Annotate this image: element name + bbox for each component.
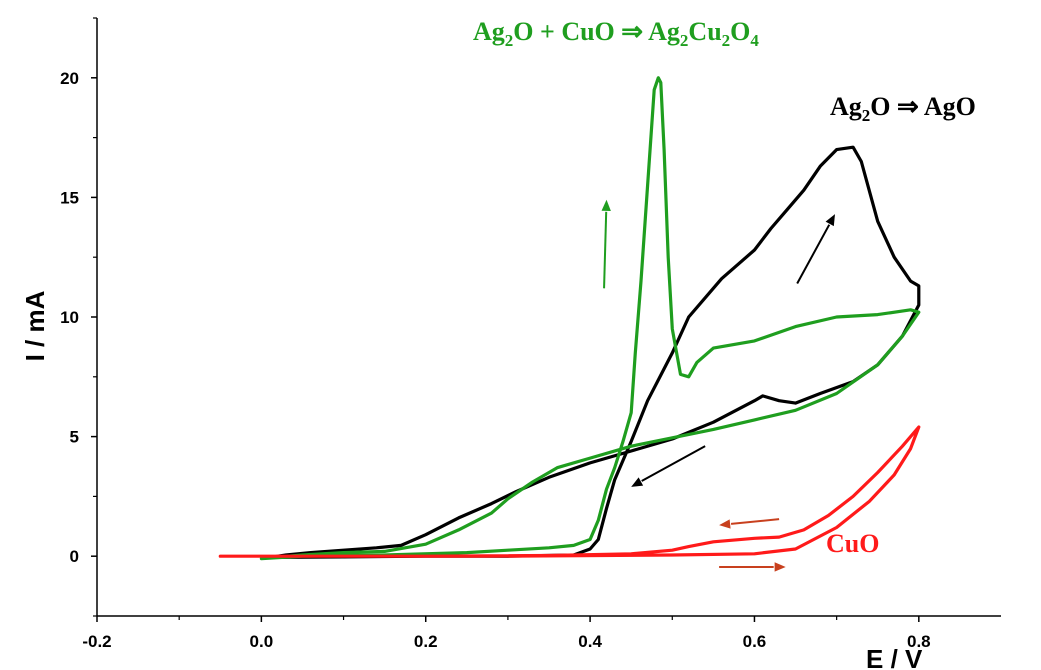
- x-tick-label: 0.0: [250, 632, 274, 651]
- direction-arrow-head: [719, 519, 731, 529]
- direction-arrow-head: [774, 562, 786, 572]
- red-annotation: CuO: [826, 529, 879, 558]
- series-line-0: [268, 145, 921, 559]
- x-axis-title: E / V: [866, 644, 923, 670]
- x-tick-label: 0.6: [743, 632, 767, 651]
- y-tick-label: 20: [60, 69, 79, 88]
- y-tick-label: 10: [60, 308, 79, 327]
- y-tick-label: 15: [60, 188, 79, 207]
- y-tick-label: 0: [70, 547, 79, 566]
- y-axis-title: I / mA: [20, 290, 50, 361]
- direction-arrow-head: [631, 477, 644, 487]
- series-line-1: [259, 76, 921, 561]
- direction-arrow-shaft: [641, 445, 706, 482]
- direction-arrow-shaft: [603, 211, 608, 289]
- direction-arrow-head: [825, 214, 835, 227]
- x-tick-label: 0.4: [578, 632, 602, 651]
- direction-arrow-shaft: [796, 224, 831, 284]
- direction-arrow-head: [601, 199, 611, 211]
- series-layer: [218, 76, 921, 561]
- direction-arrow-shaft: [730, 518, 780, 525]
- series-line-2: [218, 425, 921, 558]
- x-tick-label: 0.8: [907, 632, 931, 651]
- x-tick-label: -0.2: [82, 632, 111, 651]
- x-tick-label: 0.2: [414, 632, 438, 651]
- arrow-layer: [601, 199, 835, 572]
- y-tick-label: 5: [70, 428, 79, 447]
- ticks: -0.2 0.0 0.2 0.4 0.6 0.8 0 5 10 15 20: [60, 17, 931, 651]
- black-annotation: Ag2O ⇒ AgO: [830, 92, 976, 125]
- green-annotation: Ag2O + CuO ⇒ Ag2Cu2O4: [473, 17, 759, 50]
